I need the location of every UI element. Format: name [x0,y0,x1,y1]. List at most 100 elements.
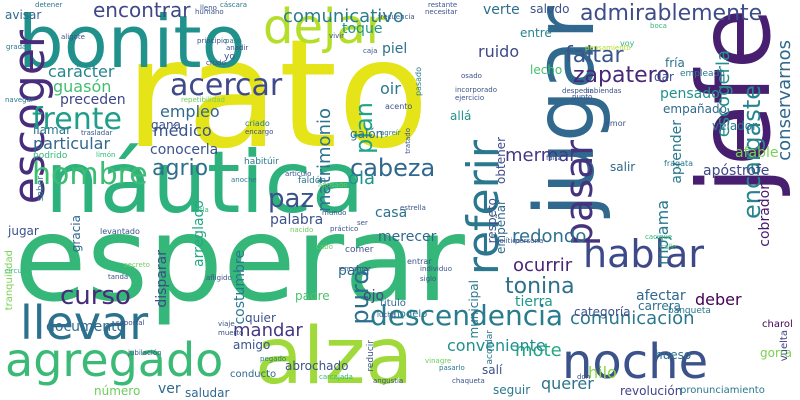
word-60: verte [483,2,520,18]
word-107: galón [350,127,384,141]
word-102: municipal [467,280,481,339]
word-156: chaqueta [452,377,485,385]
word-97: pronunciamiento [680,385,765,396]
word-171: boca [650,22,667,30]
word-113: modelo [390,309,428,320]
word-192: individuo [420,265,453,273]
word-67: velador [712,119,758,133]
word-24: faltar [565,43,624,68]
word-56: ola [348,168,376,189]
word-66: pensado [660,86,720,102]
word-16: acercar [170,68,283,103]
word-138: anoche [231,176,257,184]
word-70: cobrador [757,184,773,247]
word-166: sabiendas [586,87,622,95]
word-54: gana [151,118,181,132]
word-172: necesitar [425,8,458,16]
word-118: ejercicio [455,94,485,102]
word-174: pasado [414,67,423,97]
word-165: despedir [562,87,593,95]
word-122: cáscara [220,1,248,9]
word-161: cacique [645,233,673,241]
word-181: levantado [100,227,140,236]
word-163: fragata [664,159,694,168]
word-99: gracia [69,215,83,253]
word-140: saber [36,176,46,202]
word-22: comunicación [570,308,695,329]
word-20: curso [60,281,131,311]
word-3: náutica [45,133,365,233]
word-40: redondo [512,226,587,247]
word-95: gorra [760,346,792,360]
word-173: restante [428,1,458,9]
word-111: conducto [230,369,277,380]
word-92: número [94,384,141,398]
word-115: amor [605,119,626,128]
word-100: llamar [33,123,71,137]
word-96: revolución [620,384,683,398]
word-49: preceden [60,92,126,108]
word-157: don [577,373,591,381]
word-177: mundo [322,209,347,217]
word-148: viaje [218,320,235,328]
word-64: fría [665,56,685,70]
word-145: secreto [124,261,150,269]
word-153: angustia [373,377,404,385]
word-21: descendencia [370,299,564,332]
word-77: pata [338,263,370,279]
word-26: zapatero [573,63,670,88]
word-158: banqueta [668,306,711,316]
word-2: esperar [14,190,465,328]
word-178: práctico [330,225,359,233]
word-88: salí [482,363,503,377]
word-169: pensamiento [585,44,631,52]
word-142: tanda [108,273,129,281]
word-42: deber [695,290,742,309]
word-123: detener [35,1,63,9]
word-45: aprender [669,120,685,184]
word-53: empleo [160,102,220,121]
word-55: oir [380,79,401,98]
word-58: toque [342,21,383,37]
word-101: tranquilidad [4,250,15,311]
word-68: afable [735,145,779,161]
word-31: matrimonio [314,108,335,212]
word-44: documento [46,319,126,335]
word-108: salir [610,160,636,174]
word-191: lucha [377,311,396,319]
word-188: anadir [226,44,249,52]
word-65: empañado [663,102,727,116]
word-154: vinagre [425,357,452,365]
word-30: comunicativo [283,6,404,27]
word-131: vivir [329,32,345,40]
word-129: frecuencia [378,13,415,21]
word-162: calle [660,243,677,251]
word-144: trasladar [81,129,113,137]
word-27: paz [268,184,315,214]
word-114: entrar [407,257,432,266]
word-190: ser [357,219,368,227]
word-36: tonina [505,274,575,299]
word-85: carrera [638,299,682,313]
word-106: allá [450,109,472,123]
word-35: mote [515,340,562,361]
word-196: encamar [340,265,371,273]
word-94: hueso [655,348,692,362]
word-76: disparar [154,250,170,308]
word-80: quier [245,311,276,325]
word-48: guasón [53,77,112,96]
word-8: dejar [263,0,386,55]
word-126: lleno [200,4,217,12]
word-119: incorporado [455,86,498,94]
word-14: hablar [583,232,704,276]
word-135: agreír [380,129,401,137]
word-1: rato [125,8,430,182]
word-93: ver [158,381,181,397]
word-6: bonito [18,0,246,84]
word-133: criado [245,119,270,128]
word-82: tierra [515,294,553,310]
word-168: empleado [680,69,725,79]
word-39: mermar [505,145,577,166]
word-170: voy [620,39,635,48]
word-18: hombre [32,157,148,192]
